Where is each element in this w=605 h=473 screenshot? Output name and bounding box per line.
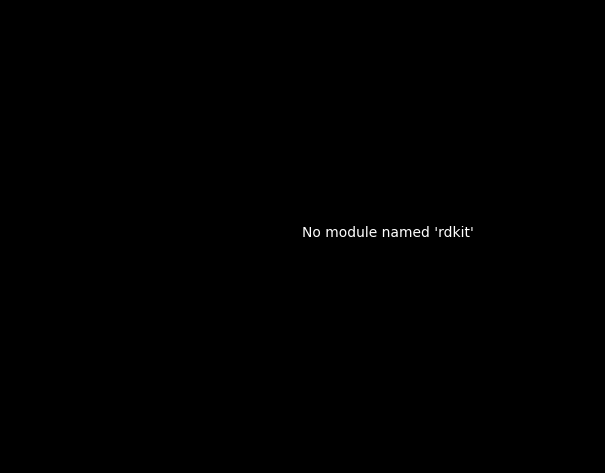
Text: No module named 'rdkit': No module named 'rdkit' [302,226,474,239]
